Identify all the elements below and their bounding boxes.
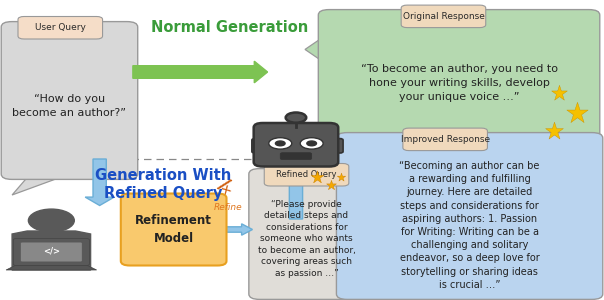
FancyBboxPatch shape — [13, 238, 89, 266]
Polygon shape — [12, 174, 69, 195]
Point — [336, 175, 346, 179]
Text: “How do you
become an author?”: “How do you become an author?” — [13, 94, 126, 118]
Text: Refinement
Model: Refinement Model — [135, 214, 212, 244]
Polygon shape — [274, 158, 302, 174]
FancyArrow shape — [220, 224, 252, 235]
Point — [554, 91, 564, 95]
Text: “Please provide
detailed steps and
considerations for
someone who wants
to becom: “Please provide detailed steps and consi… — [257, 200, 356, 278]
Point — [550, 128, 559, 133]
FancyBboxPatch shape — [1, 22, 138, 179]
Point — [326, 182, 336, 187]
Text: Refined Query: Refined Query — [276, 170, 337, 179]
Text: /: / — [214, 175, 233, 194]
FancyBboxPatch shape — [264, 164, 349, 186]
FancyBboxPatch shape — [254, 123, 338, 166]
FancyBboxPatch shape — [18, 16, 103, 39]
Circle shape — [300, 138, 323, 149]
Text: “To become an author, you need to
hone your writing skills, develop
your unique : “To become an author, you need to hone y… — [361, 64, 557, 102]
FancyBboxPatch shape — [318, 10, 600, 143]
FancyBboxPatch shape — [21, 242, 82, 262]
Text: Generation With
Refined Query: Generation With Refined Query — [95, 168, 231, 201]
Text: Improved Response: Improved Response — [400, 135, 490, 144]
FancyBboxPatch shape — [252, 139, 269, 153]
Polygon shape — [12, 231, 91, 270]
Text: Refine: Refine — [214, 202, 243, 211]
Text: ✕: ✕ — [219, 182, 234, 199]
Point — [572, 110, 582, 115]
Text: Original Response: Original Response — [402, 12, 484, 21]
Point — [312, 175, 322, 179]
FancyBboxPatch shape — [249, 169, 364, 299]
FancyArrow shape — [133, 61, 268, 83]
Circle shape — [275, 141, 285, 146]
FancyBboxPatch shape — [121, 194, 226, 266]
FancyArrow shape — [85, 159, 114, 206]
Circle shape — [307, 141, 316, 146]
Circle shape — [28, 209, 74, 232]
Text: </>: </> — [43, 247, 60, 256]
Circle shape — [286, 112, 306, 123]
Text: User Query: User Query — [35, 23, 86, 32]
FancyBboxPatch shape — [403, 128, 487, 151]
Text: Normal Generation: Normal Generation — [151, 20, 308, 34]
FancyBboxPatch shape — [326, 139, 343, 153]
Text: “Becoming an author can be
a rewarding and fulfilling
journey. Here are detailed: “Becoming an author can be a rewarding a… — [399, 161, 540, 290]
Polygon shape — [6, 266, 97, 270]
FancyArrow shape — [281, 164, 310, 219]
FancyBboxPatch shape — [280, 153, 312, 160]
Polygon shape — [320, 231, 347, 264]
FancyBboxPatch shape — [336, 133, 603, 299]
FancyBboxPatch shape — [401, 5, 486, 28]
Circle shape — [269, 138, 292, 149]
Polygon shape — [305, 33, 329, 66]
